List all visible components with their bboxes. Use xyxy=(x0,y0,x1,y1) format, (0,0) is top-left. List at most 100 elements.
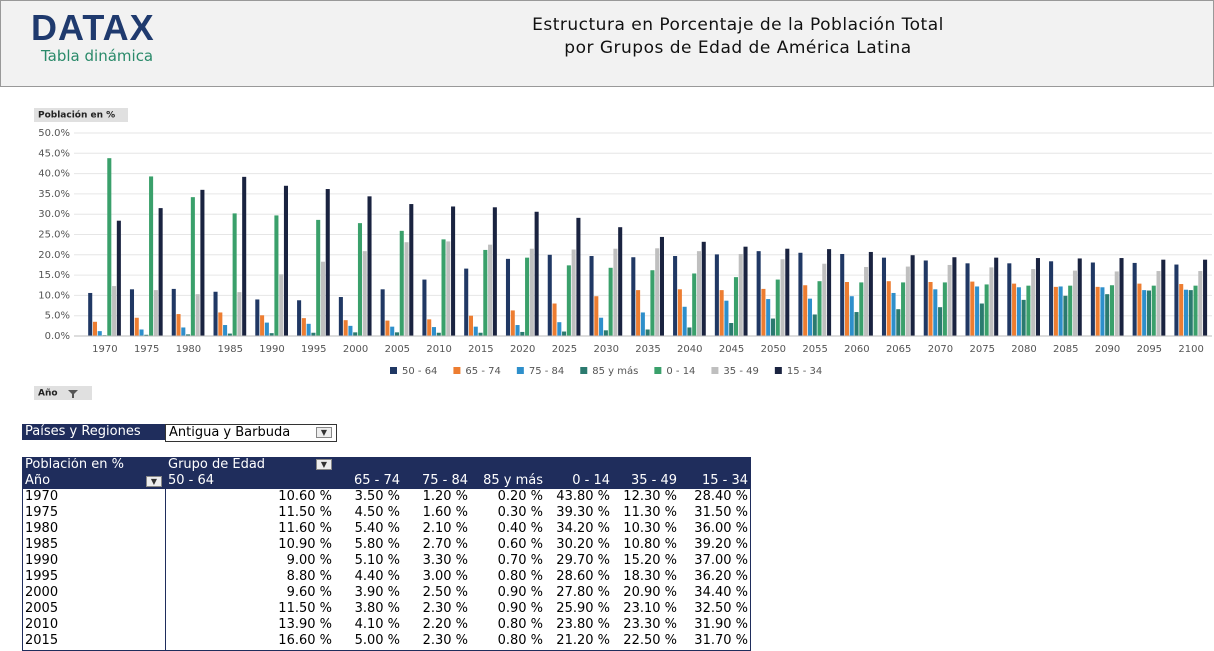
table-value: 0.30 % xyxy=(497,505,543,520)
x-tick-label: 2015 xyxy=(468,344,493,355)
x-tick-label: 1980 xyxy=(176,344,201,355)
table-value: 34.40 % xyxy=(694,585,748,600)
table-value: 3.30 % xyxy=(422,553,468,568)
legend-swatch xyxy=(654,367,662,374)
bar xyxy=(1072,270,1077,336)
bar xyxy=(186,334,191,336)
bar xyxy=(798,252,803,336)
table-value: 0.80 % xyxy=(497,617,543,632)
table-value: 0.70 % xyxy=(497,553,543,568)
bar xyxy=(134,317,139,336)
bar xyxy=(232,213,237,336)
legend-label: 85 y más xyxy=(592,365,638,377)
field-button[interactable] xyxy=(34,386,92,400)
row-label: Año xyxy=(22,473,165,489)
bar xyxy=(436,332,441,336)
bar xyxy=(636,290,641,336)
bar xyxy=(227,333,232,336)
bar xyxy=(1132,262,1137,336)
bar xyxy=(1090,262,1095,336)
logo-subtitle: Tabla dinámica xyxy=(41,47,154,65)
x-tick-label: 2025 xyxy=(552,344,577,355)
row-header: 1970 xyxy=(25,489,59,504)
table-value: 29.70 % xyxy=(556,553,610,568)
bar xyxy=(608,267,613,336)
bar xyxy=(1146,290,1152,336)
bar xyxy=(1016,287,1021,336)
bar xyxy=(1151,285,1156,336)
bar xyxy=(692,273,697,336)
bar xyxy=(348,325,353,336)
table-value: 10.80 % xyxy=(623,537,677,552)
table-value: 0.20 % xyxy=(497,489,543,504)
bar xyxy=(812,314,817,336)
x-tick-label: 2060 xyxy=(844,344,869,355)
filter-icon[interactable] xyxy=(68,390,78,398)
bar xyxy=(200,189,205,336)
bar xyxy=(473,326,478,336)
bar xyxy=(822,263,827,336)
table-value: 25.90 % xyxy=(556,601,610,616)
x-field-button[interactable]: Año xyxy=(38,389,58,399)
bar xyxy=(1031,269,1036,336)
bar xyxy=(488,244,493,336)
chart-title: por Grupos de Edad de América Latina xyxy=(564,38,912,58)
column-header: 65 - 74 xyxy=(335,473,403,489)
x-tick-label: 2020 xyxy=(510,344,535,355)
table-value: 22.50 % xyxy=(623,633,677,648)
bar xyxy=(677,289,682,336)
bar xyxy=(1058,286,1063,336)
x-tick-label: 2075 xyxy=(969,344,994,355)
bar xyxy=(325,189,330,336)
y-tick-label: 0.0% xyxy=(45,331,70,342)
bar xyxy=(534,211,539,336)
y-field-button[interactable]: Población en % xyxy=(38,110,115,121)
bar xyxy=(701,241,706,336)
bar xyxy=(255,299,260,336)
bar xyxy=(1161,259,1166,336)
bar xyxy=(1179,284,1184,336)
filter-button[interactable]: ▼ xyxy=(316,459,332,470)
bar xyxy=(886,281,891,336)
row-header: 1985 xyxy=(25,537,59,552)
filter-button[interactable]: ▼ xyxy=(146,476,162,487)
x-tick-label: 2065 xyxy=(886,344,911,355)
bar xyxy=(515,325,520,336)
bar xyxy=(785,248,790,336)
bar xyxy=(896,309,901,336)
bar xyxy=(714,254,719,336)
bar xyxy=(357,223,363,336)
table-value: 23.10 % xyxy=(623,601,677,616)
bar xyxy=(380,289,385,336)
bar xyxy=(659,236,664,336)
bar xyxy=(306,323,311,336)
bar xyxy=(525,257,530,336)
table-value: 5.10 % xyxy=(354,553,400,568)
bar xyxy=(264,322,269,336)
field-button[interactable] xyxy=(34,108,128,122)
table-value: 5.00 % xyxy=(354,633,400,648)
x-tick-label: 1985 xyxy=(217,344,242,355)
table-value: 30.20 % xyxy=(556,537,610,552)
column-header: 15 - 34 xyxy=(680,473,751,489)
bar xyxy=(979,303,984,336)
y-tick-label: 35.0% xyxy=(38,189,70,200)
bar xyxy=(840,253,845,336)
bar xyxy=(320,261,325,336)
bar xyxy=(1026,285,1031,336)
legend-label: 15 - 34 xyxy=(787,366,822,377)
x-tick-label: 2050 xyxy=(761,344,786,355)
bar xyxy=(613,248,618,336)
table-value: 5.80 % xyxy=(354,537,400,552)
filter-value[interactable]: Antigua y Barbuda xyxy=(165,424,337,442)
bar xyxy=(1012,283,1017,336)
bar xyxy=(431,327,437,336)
bar xyxy=(269,333,274,336)
filter-button[interactable]: ▼ xyxy=(316,427,332,438)
table-value: 32.50 % xyxy=(694,601,748,616)
bar xyxy=(112,286,117,336)
bar xyxy=(129,289,135,336)
bar xyxy=(88,292,93,336)
x-tick-label: 2005 xyxy=(385,344,410,355)
bar xyxy=(854,312,859,336)
